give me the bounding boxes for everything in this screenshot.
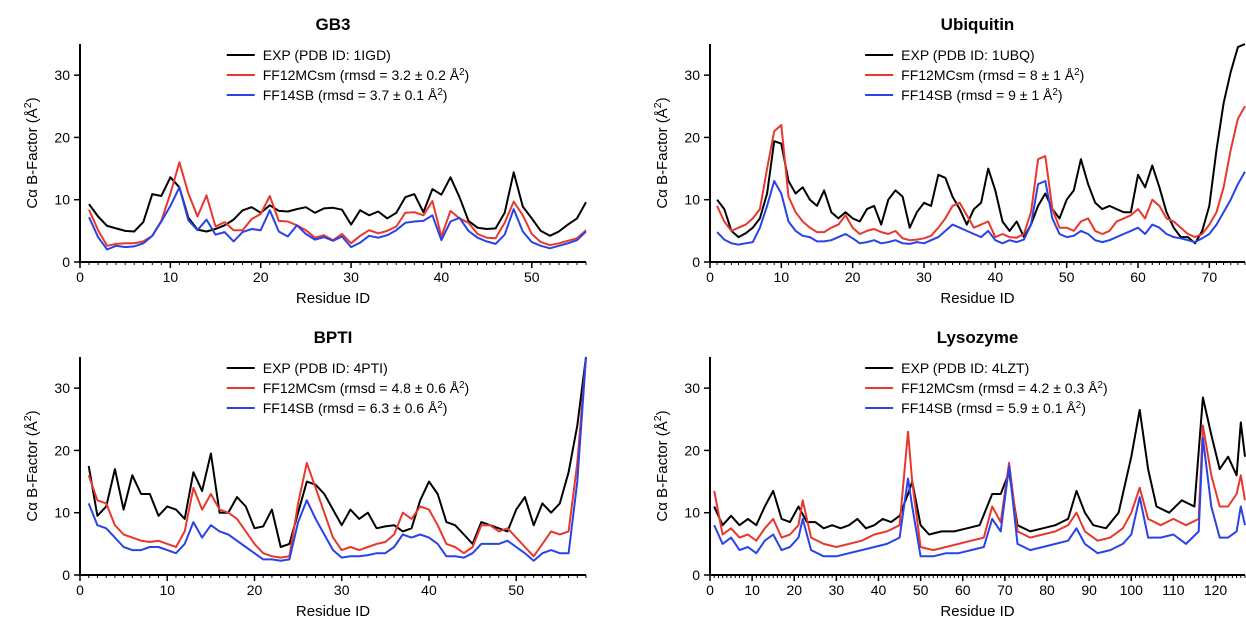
series-line-exp [713, 396, 1246, 536]
x-tick-label: 0 [706, 582, 714, 598]
x-tick-label: 0 [706, 269, 714, 285]
legend-label: EXP (PDB ID: 4PTI) [263, 360, 388, 376]
x-tick-label: 20 [786, 582, 802, 598]
y-tick-label: 10 [684, 505, 700, 521]
series-line-ff14 [716, 171, 1246, 246]
x-tick-label: 120 [1204, 582, 1228, 598]
x-axis-label: Residue ID [296, 603, 370, 620]
chart-title: BPTI [314, 328, 353, 347]
x-tick-label: 40 [434, 269, 450, 285]
y-tick-label: 30 [684, 380, 700, 396]
series-line-ff14 [713, 437, 1246, 558]
legend-label: EXP (PDB ID: 4LZT) [901, 360, 1029, 376]
legend-label: FF12MCsm (rmsd = 8 ± 1 Å2) [901, 67, 1084, 84]
legend-label: FF12MCsm (rmsd = 4.2 ± 0.3 Å2) [901, 380, 1107, 397]
y-tick-label: 20 [54, 442, 70, 458]
y-tick-label: 10 [684, 192, 700, 208]
chart-title: Lysozyme [937, 328, 1019, 347]
y-axis-label: Cα B-Factor (Å2) [652, 97, 671, 208]
y-axis-label: Cα B-Factor (Å2) [22, 97, 41, 208]
y-tick-label: 0 [692, 254, 700, 270]
x-tick-label: 40 [421, 582, 437, 598]
x-tick-label: 80 [1039, 582, 1055, 598]
y-tick-label: 0 [692, 567, 700, 583]
y-tick-label: 30 [54, 380, 70, 396]
y-axis-label: Cα B-Factor (Å2) [652, 410, 671, 521]
legend-label: FF12MCsm (rmsd = 4.8 ± 0.6 Å2) [263, 380, 469, 397]
x-tick-label: 110 [1162, 582, 1185, 598]
legend-label: EXP (PDB ID: 1IGD) [263, 47, 391, 63]
x-tick-label: 50 [508, 582, 524, 598]
series-line-exp [716, 43, 1246, 245]
legend-label: EXP (PDB ID: 1UBQ) [901, 47, 1035, 63]
chart-title: GB3 [316, 15, 351, 34]
series-line-ff12 [713, 424, 1246, 552]
legend-label: FF14SB (rmsd = 3.7 ± 0.1 Å2) [263, 87, 448, 104]
y-tick-label: 20 [684, 442, 700, 458]
x-tick-label: 30 [916, 269, 932, 285]
x-axis-label: Residue ID [940, 290, 1014, 307]
x-tick-label: 70 [1202, 269, 1218, 285]
x-tick-label: 50 [1059, 269, 1075, 285]
x-tick-label: 20 [845, 269, 861, 285]
y-tick-label: 20 [684, 129, 700, 145]
x-tick-label: 10 [744, 582, 760, 598]
series-line-ff12 [88, 161, 587, 247]
x-axis-label: Residue ID [940, 603, 1014, 620]
panel-gb3: 0 10 20 30 40 50 0 10 20 30 GB3 Residue ID Cα B-Fact… [22, 15, 587, 307]
y-tick-label: 10 [54, 192, 70, 208]
series-line-ff12 [87, 356, 587, 559]
x-tick-label: 10 [163, 269, 179, 285]
y-tick-label: 0 [62, 254, 70, 270]
x-tick-label: 10 [774, 269, 790, 285]
legend-label: FF12MCsm (rmsd = 3.2 ± 0.2 Å2) [263, 67, 469, 84]
x-tick-label: 50 [913, 582, 929, 598]
series-line-ff14 [87, 356, 587, 562]
x-axis-label: Residue ID [296, 290, 370, 307]
x-tick-label: 30 [334, 582, 350, 598]
series-line-ff12 [716, 105, 1246, 242]
x-tick-label: 30 [343, 269, 359, 285]
legend-label: FF14SB (rmsd = 5.9 ± 0.1 Å2) [901, 400, 1086, 417]
y-axis-label: Cα B-Factor (Å2) [22, 410, 41, 521]
panel-lysozyme: 0 10 20 30 40 50 60 70 80 90 100 110 120 0 10 20 30 Lysoz… [652, 328, 1246, 620]
x-tick-label: 10 [159, 582, 175, 598]
x-tick-label: 0 [76, 582, 84, 598]
panel-bpti: 0 10 20 30 40 50 0 10 20 30 BPTI Residue ID Cα B-Fac… [22, 328, 587, 620]
x-tick-label: 40 [988, 269, 1004, 285]
legend-label: FF14SB (rmsd = 9 ± 1 Å2) [901, 87, 1062, 104]
x-tick-label: 60 [1130, 269, 1146, 285]
x-tick-label: 70 [997, 582, 1013, 598]
y-tick-label: 30 [684, 67, 700, 83]
x-tick-label: 0 [76, 269, 84, 285]
x-tick-label: 30 [829, 582, 845, 598]
series-line-exp [88, 171, 587, 237]
chart-title: Ubiquitin [941, 15, 1015, 34]
x-tick-label: 60 [955, 582, 971, 598]
x-tick-label: 50 [524, 269, 540, 285]
y-tick-label: 30 [54, 67, 70, 83]
x-tick-label: 40 [871, 582, 887, 598]
x-tick-label: 100 [1120, 582, 1144, 598]
y-tick-label: 10 [54, 505, 70, 521]
panel-ubiquitin: 0 10 20 30 40 50 60 70 0 10 20 30 Ubiquitin Residue I… [652, 15, 1246, 307]
y-tick-label: 0 [62, 567, 70, 583]
y-tick-label: 20 [54, 129, 70, 145]
x-tick-label: 90 [1081, 582, 1097, 598]
x-tick-label: 20 [247, 582, 263, 598]
x-tick-label: 20 [253, 269, 269, 285]
legend-label: FF14SB (rmsd = 6.3 ± 0.6 Å2) [263, 400, 448, 417]
series-line-ff14 [88, 186, 587, 251]
